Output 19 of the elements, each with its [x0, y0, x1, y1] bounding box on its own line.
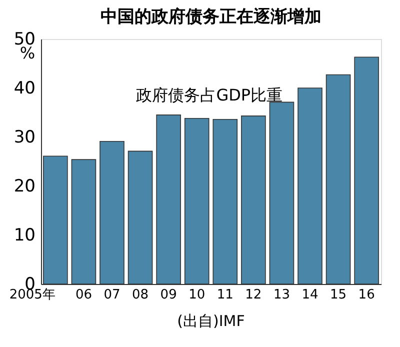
- x-tick-label: 08: [132, 288, 149, 302]
- chart-title: 中国的政府债务正在逐渐增加: [100, 7, 322, 27]
- x-tick-label: 09: [160, 288, 177, 302]
- x-tick-label: 10: [188, 288, 206, 302]
- x-tick-label: 06: [75, 288, 92, 302]
- x-tick-label: 13: [273, 288, 290, 302]
- series-label: 政府债务占GDP比重: [136, 85, 283, 104]
- x-tick-label: 14: [302, 288, 318, 302]
- x-tick-label: 11: [216, 288, 234, 302]
- y-tick-label: 10: [14, 226, 36, 246]
- y-tick-label: 40: [14, 78, 36, 98]
- y-tick-label: 20: [14, 176, 36, 196]
- text: (出自)IMF: [177, 312, 245, 330]
- x-tick-label: 12: [245, 288, 262, 302]
- x-tick-label: 16: [358, 288, 375, 302]
- x-tick-label: 07: [104, 288, 120, 302]
- y-tick-label: 30: [14, 128, 36, 148]
- x-tick-label: 2005年: [9, 288, 56, 302]
- x-tick-label: 15: [330, 288, 347, 302]
